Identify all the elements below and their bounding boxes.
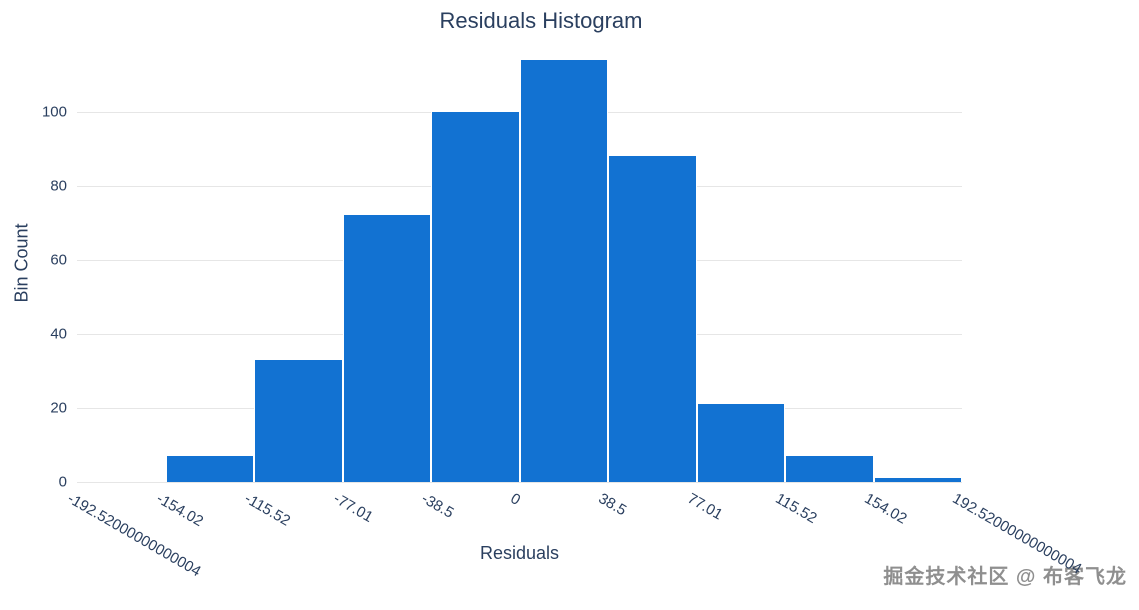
y-axis-tick-label: 60: [50, 251, 67, 269]
histogram-bar[interactable]: [873, 478, 962, 482]
x-axis-tick-label: -154.02: [153, 490, 206, 531]
y-axis-tick-label: 40: [50, 325, 67, 343]
histogram-bar[interactable]: [342, 215, 431, 482]
chart-title: Residuals Histogram: [439, 8, 643, 33]
watermark: 掘金技术社区 @ 布客飞龙: [883, 566, 1127, 588]
histogram-bar[interactable]: [696, 404, 785, 482]
y-axis-tick-label: 0: [58, 473, 67, 491]
histogram-bar[interactable]: [608, 156, 697, 482]
histogram-bar[interactable]: [165, 456, 254, 482]
y-axis-tick-label: 80: [50, 177, 67, 195]
x-axis-tick-label: -77.01: [330, 490, 376, 526]
histogram-bar[interactable]: [254, 359, 343, 482]
histogram-bar[interactable]: [431, 111, 520, 482]
x-axis-label: Residuals: [479, 543, 560, 563]
histogram-bar[interactable]: [785, 456, 874, 482]
x-axis-tick-label: -115.52: [241, 490, 294, 530]
y-axis-tick-label: 100: [41, 103, 67, 121]
x-axis-tick-label: 0: [507, 490, 523, 509]
x-axis-tick-label: -38.5: [418, 490, 457, 522]
histogram-bar[interactable]: [519, 59, 608, 482]
x-axis-tick-label: 38.5: [595, 490, 630, 520]
x-axis-tick-label: 154.02: [861, 490, 910, 528]
y-axis-tick-label: 20: [50, 399, 67, 417]
x-axis-tick-label: 77.01: [684, 490, 726, 524]
x-axis-tick-label: 115.52: [772, 490, 820, 528]
gridline: [77, 482, 962, 483]
